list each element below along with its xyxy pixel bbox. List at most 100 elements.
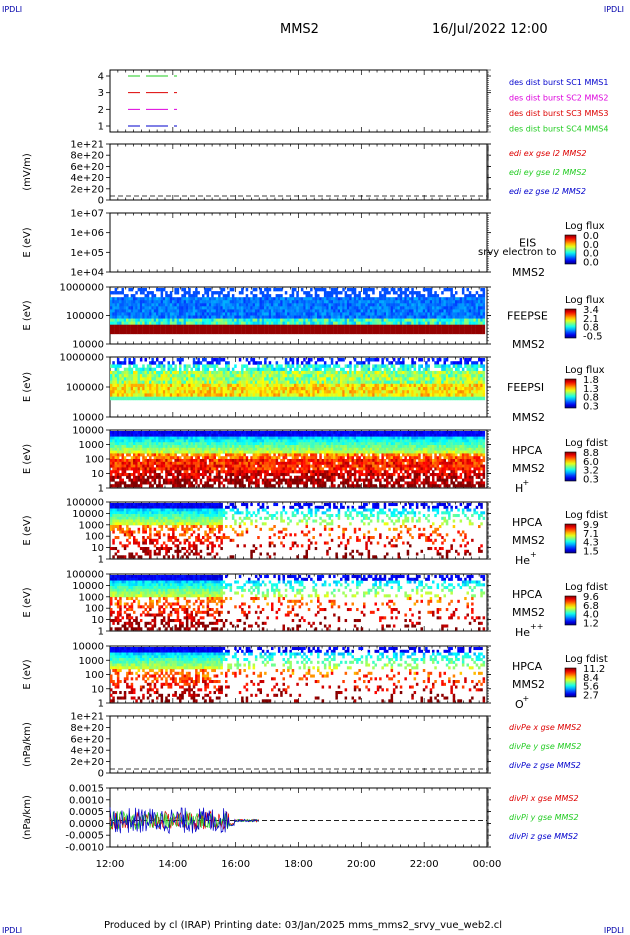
spectrogram-cell (280, 288, 283, 291)
spectrogram-cell (368, 294, 371, 297)
spectrogram-cell (202, 384, 205, 388)
spectrogram-cell (131, 384, 134, 388)
spectrogram-cell (250, 297, 253, 300)
spectrogram-cell (255, 387, 258, 391)
spectrogram-cell (264, 390, 267, 394)
spectrogram-cell (140, 303, 143, 306)
spectrogram-cell (381, 381, 384, 385)
spectrogram-cell (379, 325, 382, 328)
spectrogram-cell (381, 374, 384, 378)
spectrogram-cell (310, 374, 313, 378)
spectrogram-cell (347, 288, 350, 291)
spectrogram-cell (246, 331, 249, 334)
spectrogram-cell (384, 306, 387, 309)
spectrogram-cell (303, 368, 306, 372)
spectrogram-cell (200, 387, 203, 391)
spectrogram-cell (393, 397, 396, 401)
spectrogram-cell (285, 291, 288, 294)
spectrogram-cell (365, 374, 368, 378)
spectrogram-cell (266, 309, 269, 312)
spectrogram-cell (434, 303, 437, 306)
spectrogram-cell (310, 325, 313, 328)
spectrogram-cell (322, 316, 325, 319)
spectrogram-cell (368, 384, 371, 388)
spectrogram-cell (393, 390, 396, 394)
spectrogram-cell (237, 377, 240, 381)
spectrogram-cell (177, 319, 180, 322)
spectrogram-cell (322, 328, 325, 331)
spectrogram-cell (368, 393, 371, 397)
spectrogram-cell (326, 374, 329, 378)
spectrogram-cell (411, 374, 414, 378)
spectrogram-cell (273, 300, 276, 303)
spectrogram-cell (246, 300, 249, 303)
spectrogram-cell (319, 377, 322, 381)
spectrogram-cell (179, 316, 182, 319)
spectrogram-cell (407, 377, 410, 381)
spectrogram-cell (319, 309, 322, 312)
spectrogram-cell (230, 384, 233, 388)
spectrogram-cell (404, 393, 407, 397)
spectrogram-cell (370, 331, 373, 334)
spectrogram-cell (391, 325, 394, 328)
spectrogram-cell (446, 387, 449, 391)
spectrogram-cell (395, 381, 398, 385)
spectrogram-cell (232, 319, 235, 322)
spectrogram-cell (407, 364, 410, 368)
spectrogram-cell (225, 397, 228, 401)
spectrogram-cell (381, 371, 384, 375)
spectrogram-cell (326, 306, 329, 309)
spectrogram-cell (119, 393, 122, 397)
spectrogram-cell (306, 390, 309, 394)
spectrogram-cell (469, 331, 472, 334)
spectrogram-cell (418, 325, 421, 328)
spectrogram-cell (239, 325, 242, 328)
spectrogram-cell (262, 364, 265, 368)
spectrogram-cell (402, 377, 405, 381)
spectrogram-cell (333, 384, 336, 388)
spectrogram-cell (151, 331, 154, 334)
spectrogram-cell (280, 294, 283, 297)
spectrogram-cell (133, 306, 136, 309)
spectrogram-cell (368, 319, 371, 322)
spectrogram-cell (278, 384, 281, 388)
spectrogram-cell (110, 387, 113, 391)
spectrogram-cell (211, 371, 214, 375)
spectrogram-cell (253, 294, 256, 297)
spectrogram-cell (414, 303, 417, 306)
spectrogram-cell (147, 371, 150, 375)
spacecraft-label: MMS2 (512, 462, 545, 475)
spectrogram-cell (306, 328, 309, 331)
spectrogram-cell (241, 393, 244, 397)
spectrogram-cell (400, 393, 403, 397)
spectrogram-cell (441, 300, 444, 303)
spectrogram-cell (312, 316, 315, 319)
spectrogram-cell (197, 361, 200, 365)
spectrogram-cell (138, 387, 141, 391)
spectrogram-cell (292, 374, 295, 378)
spectrogram-cell (372, 306, 375, 309)
spectrogram-cell (361, 364, 364, 368)
spectrogram-cell (365, 303, 368, 306)
spectrogram-cell (377, 377, 380, 381)
spectrogram-cell (283, 328, 286, 331)
spectrogram-cell (204, 312, 207, 315)
spectrogram-cell (393, 368, 396, 372)
spectrogram-cell (234, 309, 237, 312)
spectrogram-cell (133, 322, 136, 325)
spectrogram-cell (365, 288, 368, 291)
spectrogram-cell (379, 397, 382, 401)
spectrogram-cell (195, 371, 198, 375)
spectrogram-cell (402, 309, 405, 312)
spectrogram-cell (464, 390, 467, 394)
legend-entry: des dist burst SC4 MMS4 (509, 125, 608, 134)
spectrogram-cell (289, 306, 292, 309)
spectrogram-cell (462, 381, 465, 385)
spectrogram-cell (266, 393, 269, 397)
spectrogram-cell (186, 306, 189, 309)
spectrogram-cell (285, 387, 288, 391)
spectrogram-cell (110, 328, 113, 331)
spectrogram-cell (174, 331, 177, 334)
y-tick-label: 100000 (66, 311, 104, 322)
spectrogram-cell (411, 297, 414, 300)
